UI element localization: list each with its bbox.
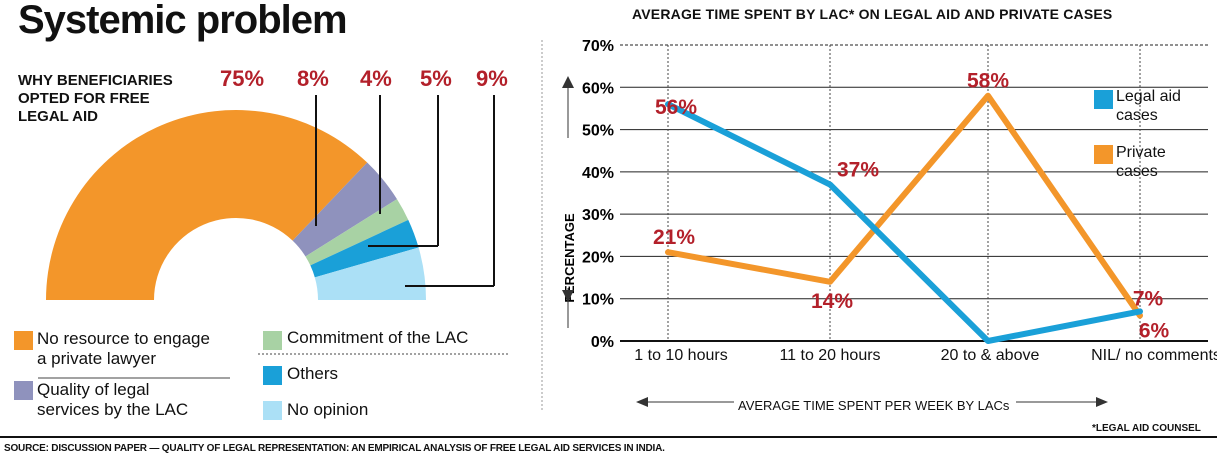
legend-others: Others [287,364,339,383]
donut-slice-4 [314,247,426,300]
legend-label: cases [1116,107,1158,124]
y-tick-label: 40% [582,165,614,182]
legend-label: Quality of legal [37,380,150,399]
legend-quality: Quality of legal services by the LAC [37,380,188,420]
legend-no-opinion: No opinion [287,400,369,419]
pct-label-quality: 8% [297,66,329,91]
donut-question: WHY BENEFICIARIES OPTED FOR FREE LEGAL A… [18,72,173,125]
legend-swatch-no-resource [14,331,33,350]
data-label: 7% [1133,287,1164,310]
legend-label: No resource to engage [37,329,210,348]
donut-slice-1 [292,162,397,257]
legend-commitment: Commitment of the LAC [287,328,469,347]
page-title: Systemic problem [18,0,348,42]
data-label: 37% [837,159,879,182]
data-label: 21% [653,226,695,249]
y-tick-label: 70% [582,38,614,55]
line-chart-title: AVERAGE TIME SPENT BY LAC* ON LEGAL AID … [632,6,1113,22]
y-axis-title: PERCENTAGE [562,213,577,303]
y-tick-label: 0% [591,334,614,351]
x-axis-title: AVERAGE TIME SPENT PER WEEK BY LACs [738,398,1010,413]
x-tick-1: 11 to 20 hours [779,347,881,364]
line-chart: 56% 37% 21% 14% 58% 7% 6% PERCENTAGE 0% 10% 20% 3… [562,38,1208,351]
legend-swatch-quality [14,381,33,400]
x-tick-0: 1 to 10 hours [634,347,728,364]
y-tick-label: 20% [582,249,614,266]
legend-swatch-commitment [263,331,282,350]
pct-label-commitment: 4% [360,66,392,91]
data-label: 58% [967,70,1009,93]
pct-label-no-opinion: 9% [476,66,508,91]
y-tick-label: 50% [582,123,614,140]
series-line-private [665,92,1143,319]
y-tick-label: 30% [582,207,614,224]
legend-label: Legal aid [1116,88,1181,105]
y-tick-label: 60% [582,80,614,97]
data-label: 14% [811,290,853,313]
pct-label-others: 5% [420,66,452,91]
data-label: 6% [1139,320,1170,343]
legend-swatch-legal-aid [1094,90,1113,109]
divider [0,436,1217,438]
x-axis-arrow [636,397,1108,407]
x-tick-3: NIL/ no comments [1091,347,1217,364]
series-line-legal-aid [665,101,1143,344]
pct-label-no-resource: 75% [220,66,265,91]
donut-slice-2 [305,199,409,266]
legend-swatch-private [1094,145,1113,164]
legend-label: services by the LAC [37,400,189,419]
x-tick-2: 20 to & above [940,347,1040,364]
footnote: *LEGAL AID COUNSEL [1092,423,1201,434]
leader-lines [315,95,495,287]
y-tick-label: 10% [582,292,614,309]
legend-legal-aid: Legal aid cases [1116,87,1181,125]
legend-label: cases [1116,163,1158,180]
legend-no-resource: No resource to engage a private lawyer [37,329,210,369]
source-note: SOURCE: DISCUSSION PAPER — QUALITY OF LE… [4,443,665,454]
legend-private: Private cases [1116,143,1166,181]
legend-swatch-no-opinion [263,401,282,420]
donut-chart [38,40,543,412]
legend-label: Private [1116,144,1166,161]
donut-slice-3 [310,219,419,278]
data-label: 56% [655,96,697,119]
legend-label: a private lawyer [37,349,157,368]
donut-slice-0 [45,109,368,300]
legend-swatch-others [263,366,282,385]
